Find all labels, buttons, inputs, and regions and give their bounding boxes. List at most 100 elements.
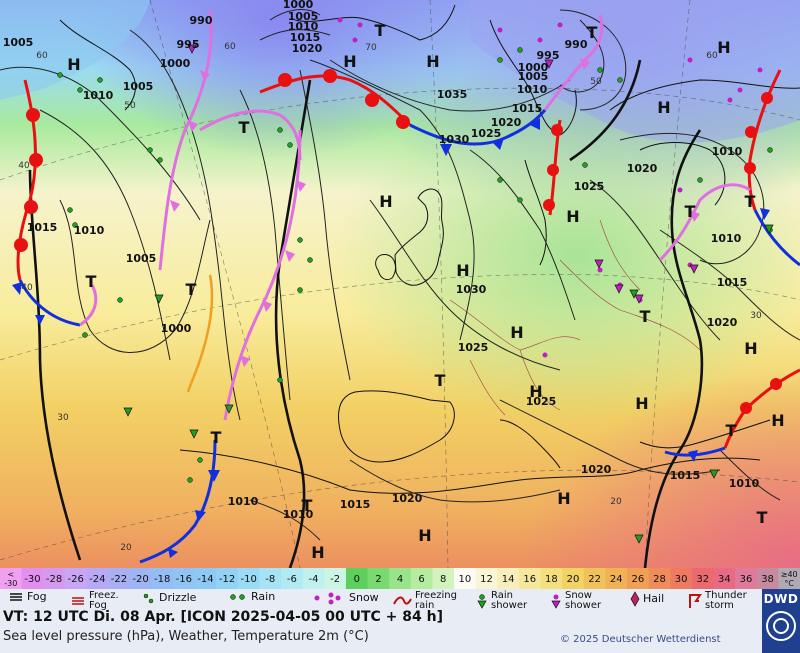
scale-cell [172, 568, 196, 589]
scale-label: 38 [761, 574, 774, 585]
pressure-label: 1015 [670, 469, 701, 482]
occluded-front-east [658, 183, 751, 262]
pressure-label: 990 [190, 14, 213, 27]
warm-front-bump [761, 92, 773, 104]
dwd-logo-icon [766, 611, 796, 641]
low-pressure-marker: T [685, 202, 696, 221]
high-pressure-marker: H [343, 52, 356, 71]
scale-label: 16 [523, 574, 536, 585]
hail-icon [630, 591, 640, 607]
pressure-label: 1010 [83, 89, 114, 102]
scale-label: 12 [480, 574, 493, 585]
pressure-label: 1020 [392, 492, 423, 505]
graticule-labels: 60 50 40 60 70 60 50 40 30 20 20 30 [18, 42, 762, 553]
pressure-label: 1025 [458, 341, 489, 354]
fronts [16, 9, 800, 564]
scale-label: 26 [631, 574, 644, 585]
pressure-label: 1020 [491, 116, 522, 129]
dwd-logo: DWD [762, 589, 800, 653]
front-symbols [12, 58, 782, 558]
fog-icon [10, 593, 22, 601]
legend-snow-shower: Snow shower [550, 591, 601, 611]
low-pressure-marker: T [186, 280, 197, 299]
pressure-label: 1000 [160, 57, 191, 70]
scale-cell [583, 568, 606, 589]
scale-label: 2 [375, 574, 381, 585]
scale-label: -4 [309, 574, 319, 585]
pressure-label: 1000 [161, 322, 192, 335]
high-pressure-marker: H [510, 323, 523, 342]
high-pressure-marker: H [418, 526, 431, 545]
greenland-cold-area [0, 0, 150, 100]
scale-cell [410, 568, 433, 589]
graticule-label: 40 [18, 161, 30, 171]
warm-front-bump [744, 162, 756, 174]
scale-cell [670, 568, 693, 589]
graticule-label: 60 [36, 51, 48, 61]
scale-cell [389, 568, 412, 589]
warm-front-bump [547, 164, 559, 176]
warm-front-bump [543, 199, 555, 211]
weather-symbols [57, 17, 774, 544]
occluded-front-atlantic [223, 129, 302, 421]
scale-cell [735, 568, 758, 589]
scale-cell [259, 568, 282, 589]
scale-cell [540, 568, 563, 589]
scale-cell [194, 568, 217, 589]
scale-label: 22 [588, 574, 601, 585]
scale-label: 6 [418, 574, 424, 585]
freezing-rain-icon [393, 596, 412, 605]
scale-cell [237, 568, 260, 589]
scale-label: ≥40 [781, 570, 798, 579]
pressure-label: 1030 [456, 283, 487, 296]
pressure-label: 1010 [283, 508, 314, 521]
scale-cell [497, 568, 520, 589]
scale-label: 18 [545, 574, 558, 585]
high-pressure-marker: H [717, 38, 730, 57]
pressure-label: 1010 [729, 477, 760, 490]
scale-cell [713, 568, 736, 589]
freezing-fog-icon [72, 597, 84, 605]
occlusion-west [79, 284, 98, 327]
scale-cell [778, 568, 800, 589]
valid-time: VT: 12 UTC Di. 08 Apr. [ICON 2025-04-05 … [3, 609, 443, 625]
low-pressure-marker: T [640, 307, 651, 326]
scale-label: -26 [68, 574, 84, 585]
scale-label: -30 [4, 579, 17, 588]
low-pressure-marker: T [587, 23, 598, 42]
pressure-label: 1015 [290, 31, 321, 44]
pressure-label: 1005 [518, 70, 549, 83]
scale-label: -10 [240, 574, 256, 585]
temperature-scale: <-30 -30 -28 -26 -24 -22 -20 -18 -16 -14 -12 -10 -8-… [0, 568, 800, 589]
low-pressure-marker: T [757, 508, 768, 527]
low-pressure-marker: T [435, 371, 446, 390]
legend-hail: Hail [630, 591, 664, 607]
cold-front-triangle [168, 548, 178, 558]
pressure-label: 1015 [717, 276, 748, 289]
legend-freezing-fog: Freez. Fog [70, 591, 119, 611]
rain-shower-symbols [123, 224, 774, 544]
high-pressure-marker: H [529, 382, 542, 401]
scale-cell [281, 568, 304, 589]
scale-label: < [7, 570, 14, 579]
legend-fog: Fog [8, 591, 47, 603]
graticule-label: 50 [590, 77, 602, 87]
high-pressure-marker: H [456, 261, 469, 280]
cold-front-triangle [760, 208, 770, 220]
trough [186, 274, 214, 393]
warm-front-bump [24, 200, 38, 214]
pressure-label: 1010 [712, 145, 743, 158]
pressure-label: 1010 [517, 83, 548, 96]
scale-label: 28 [653, 574, 666, 585]
pressure-label: 1005 [3, 36, 34, 49]
scale-cell [216, 568, 239, 589]
graticule [0, 0, 800, 568]
scale-label: 24 [610, 574, 623, 585]
low-pressure-marker: T [726, 421, 737, 440]
scale-cell [627, 568, 650, 589]
scale-cell [454, 568, 477, 589]
scale-label: 30 [675, 574, 688, 585]
legend-freezing-rain: Freezing rain [392, 591, 457, 611]
occluded-symbol [690, 210, 700, 222]
pressure-label: 1015 [512, 102, 543, 115]
